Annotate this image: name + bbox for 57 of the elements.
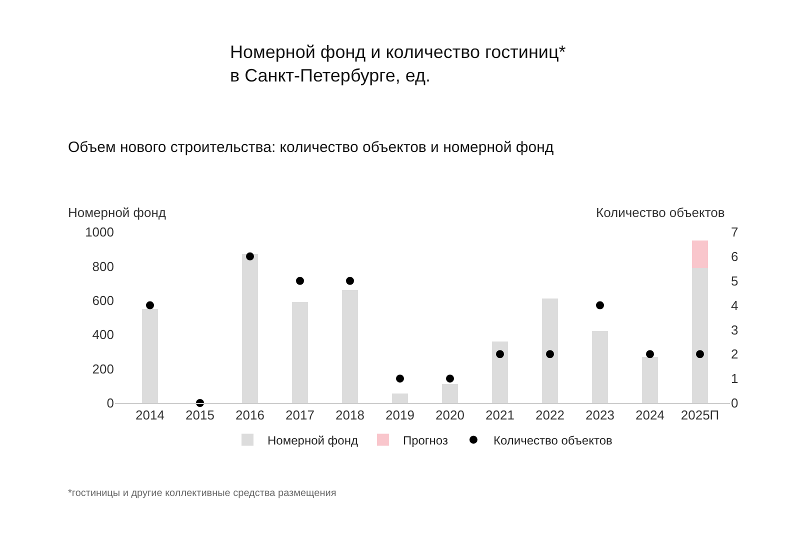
bar	[542, 298, 558, 403]
bar	[292, 302, 308, 403]
point	[246, 252, 254, 260]
legend-label: Прогноз	[402, 433, 448, 448]
y2-tick-label: 5	[731, 273, 738, 288]
y-axis-title: Номерной фонд	[68, 205, 166, 220]
y-tick-label: 800	[92, 258, 114, 274]
x-tick-label: 2015	[186, 408, 214, 423]
y2-tick-label: 3	[731, 322, 738, 338]
y2-tick-label: 1	[731, 371, 738, 386]
bar	[242, 254, 258, 403]
bar	[342, 290, 358, 403]
x-tick-label: 2020	[436, 408, 464, 423]
point	[346, 276, 354, 285]
point	[296, 276, 304, 285]
y-tick-label: 200	[92, 361, 114, 376]
point	[446, 374, 454, 383]
x-tick-label: 2025П	[680, 408, 720, 423]
point	[546, 350, 554, 358]
x-tick-label: 2014	[136, 408, 164, 423]
y-tick-label: 1000	[85, 224, 114, 240]
legend-label: Количество объектов	[493, 433, 612, 448]
chart-title: Номерной фонд и количество гостиниц* в Санкт-Петербурге, ед.	[230, 42, 566, 86]
bar	[442, 384, 458, 403]
bar	[692, 268, 708, 403]
x-tick-label: 2024	[636, 408, 664, 423]
y2-axis-title: Количество объектов	[596, 205, 725, 220]
y2-tick-label: 6	[731, 248, 738, 264]
x-tick-label: 2019	[386, 408, 414, 423]
legend-label: Номерной фонд	[268, 433, 358, 448]
bar	[642, 356, 658, 403]
bar	[142, 308, 158, 403]
point	[696, 350, 704, 358]
y-tick-label: 600	[92, 292, 114, 308]
bar	[692, 240, 708, 268]
y-tick-label: 400	[92, 327, 114, 342]
y2-tick-label: 7	[731, 224, 738, 240]
point	[646, 350, 654, 358]
bar	[492, 341, 508, 403]
chart-subtitle: Объем нового строительства: количество объектов и номерной фонд	[68, 139, 554, 156]
bar	[392, 394, 408, 403]
point	[146, 301, 154, 310]
x-tick-label: 2022	[536, 408, 564, 423]
y2-tick-label: 0	[731, 396, 738, 411]
point	[396, 374, 404, 383]
y2-tick-label: 4	[731, 298, 738, 313]
point	[496, 350, 504, 358]
y-tick-label: 0	[106, 396, 114, 411]
x-tick-label: 2021	[486, 408, 514, 423]
x-tick-label: 2018	[336, 408, 364, 423]
x-tick-label: 2023	[586, 408, 614, 423]
point	[596, 301, 604, 310]
bar	[592, 331, 608, 403]
x-tick-label: 2017	[286, 408, 314, 423]
text: *гостиницы и другие коллективные средства размещения	[68, 488, 336, 499]
x-tick-label: 2016	[236, 408, 264, 423]
y2-tick-label: 2	[731, 346, 738, 362]
